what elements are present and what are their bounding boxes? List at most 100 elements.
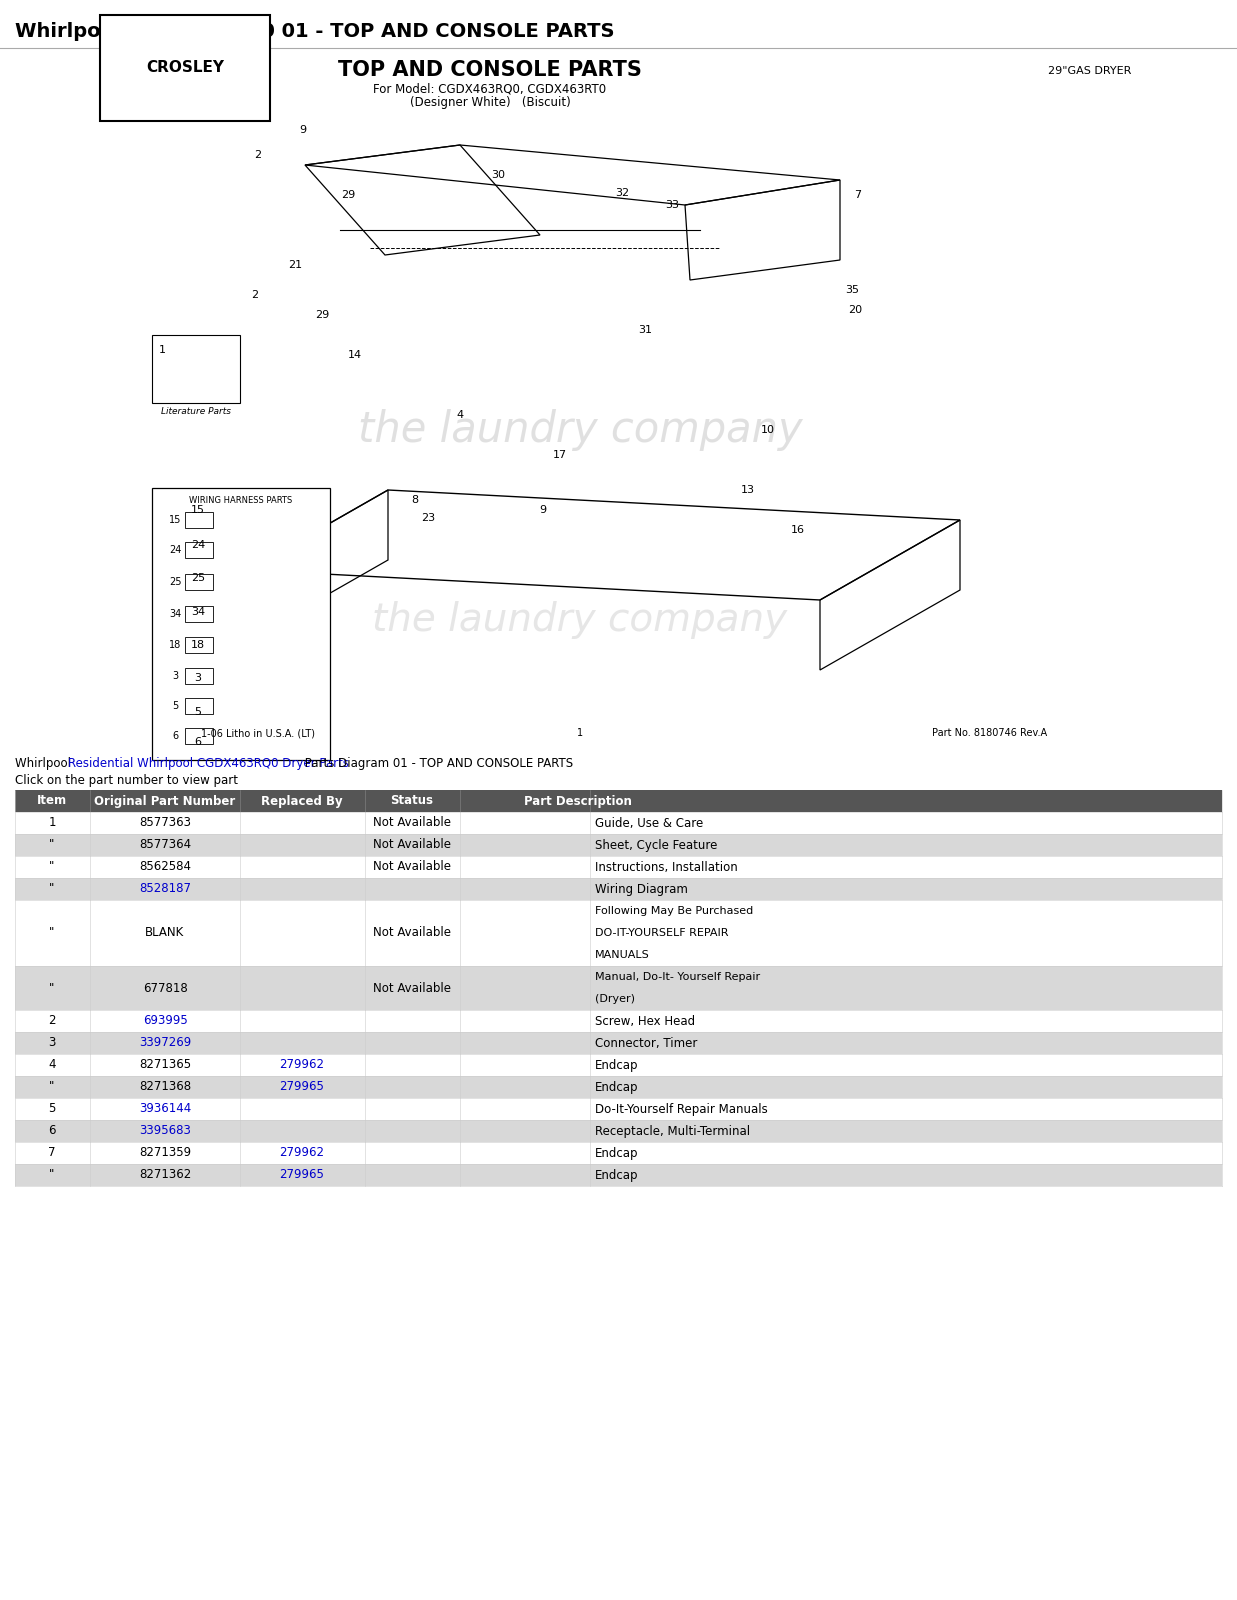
Text: 8528187: 8528187 <box>139 883 190 896</box>
Text: Residential Whirlpool CGDX463RQ0 Dryer Parts: Residential Whirlpool CGDX463RQ0 Dryer P… <box>68 757 349 770</box>
Bar <box>186 669 213 685</box>
Bar <box>15 813 1222 834</box>
Text: 6: 6 <box>172 731 178 741</box>
Text: 18: 18 <box>190 640 205 650</box>
Text: Whirlpool: Whirlpool <box>15 757 74 770</box>
Text: ": " <box>49 838 54 851</box>
Bar <box>152 334 240 403</box>
Text: 25: 25 <box>190 573 205 582</box>
Text: 32: 32 <box>615 187 630 198</box>
Text: For Model: CGDX463RQ0, CGDX463RT0: For Model: CGDX463RQ0, CGDX463RT0 <box>374 83 606 96</box>
Text: 9: 9 <box>539 506 547 515</box>
Text: ": " <box>49 861 54 874</box>
Text: 279962: 279962 <box>280 1059 324 1072</box>
Text: 279965: 279965 <box>280 1080 324 1093</box>
Bar <box>15 1032 1222 1054</box>
Text: 3397269: 3397269 <box>139 1037 192 1050</box>
Text: 2: 2 <box>251 290 259 301</box>
Text: Sheet, Cycle Feature: Sheet, Cycle Feature <box>595 838 717 851</box>
Bar <box>15 1098 1222 1120</box>
Text: 9: 9 <box>299 125 307 134</box>
Text: 8271365: 8271365 <box>139 1059 190 1072</box>
Text: Manual, Do-It- Yourself Repair: Manual, Do-It- Yourself Repair <box>595 971 760 982</box>
Text: 29: 29 <box>315 310 329 320</box>
Text: ": " <box>49 1080 54 1093</box>
Text: 1: 1 <box>48 816 56 829</box>
Text: Part No. 8180746 Rev.A: Part No. 8180746 Rev.A <box>933 728 1048 738</box>
Text: 3395683: 3395683 <box>139 1125 190 1138</box>
Text: Status: Status <box>391 795 433 808</box>
Text: Original Part Number: Original Part Number <box>94 795 235 808</box>
Text: 279962: 279962 <box>280 1147 324 1160</box>
Text: Not Available: Not Available <box>374 838 452 851</box>
Bar <box>15 834 1222 856</box>
Text: 1: 1 <box>576 728 583 738</box>
Text: 3: 3 <box>172 670 178 682</box>
Text: Screw, Hex Head: Screw, Hex Head <box>595 1014 695 1027</box>
Bar <box>15 1120 1222 1142</box>
Text: (Designer White)   (Biscuit): (Designer White) (Biscuit) <box>409 96 570 109</box>
Text: Replaced By: Replaced By <box>261 795 343 808</box>
Text: 6: 6 <box>194 738 202 747</box>
Text: Whirlpool CGDX463RQ0 01 - TOP AND CONSOLE PARTS: Whirlpool CGDX463RQ0 01 - TOP AND CONSOL… <box>15 22 615 42</box>
Text: 34: 34 <box>169 610 181 619</box>
Text: WIRING HARNESS PARTS: WIRING HARNESS PARTS <box>189 496 293 506</box>
Bar <box>15 1010 1222 1032</box>
Text: 4: 4 <box>48 1059 56 1072</box>
Text: 34: 34 <box>190 606 205 618</box>
Text: 279965: 279965 <box>280 1168 324 1181</box>
Bar <box>15 1165 1222 1186</box>
Text: Endcap: Endcap <box>595 1168 638 1181</box>
Text: 5: 5 <box>48 1102 56 1115</box>
Text: 8577364: 8577364 <box>139 838 190 851</box>
Text: 24: 24 <box>168 546 181 555</box>
Text: the laundry company: the laundry company <box>357 410 803 451</box>
Text: 3936144: 3936144 <box>139 1102 192 1115</box>
Text: Endcap: Endcap <box>595 1080 638 1093</box>
Text: DO-IT-YOURSELF REPAIR: DO-IT-YOURSELF REPAIR <box>595 928 729 938</box>
Bar <box>15 1075 1222 1098</box>
Text: TOP AND CONSOLE PARTS: TOP AND CONSOLE PARTS <box>338 59 642 80</box>
Text: Part Description: Part Description <box>524 795 632 808</box>
Text: 21: 21 <box>288 259 302 270</box>
Text: 16: 16 <box>790 525 805 534</box>
Text: (Dryer): (Dryer) <box>595 994 635 1005</box>
Text: 31: 31 <box>638 325 652 334</box>
Text: 8271368: 8271368 <box>139 1080 190 1093</box>
Text: 8: 8 <box>412 494 418 506</box>
Text: Connector, Timer: Connector, Timer <box>595 1037 698 1050</box>
Bar <box>186 698 213 714</box>
Bar <box>15 1142 1222 1165</box>
Text: 24: 24 <box>190 541 205 550</box>
Text: 10: 10 <box>761 426 776 435</box>
Text: Not Available: Not Available <box>374 981 452 995</box>
Text: Instructions, Installation: Instructions, Installation <box>595 861 737 874</box>
Text: 18: 18 <box>169 640 181 650</box>
Text: Do-It-Yourself Repair Manuals: Do-It-Yourself Repair Manuals <box>595 1102 768 1115</box>
Text: 30: 30 <box>491 170 505 179</box>
Text: Click on the part number to view part: Click on the part number to view part <box>15 774 238 787</box>
Text: 3: 3 <box>194 674 202 683</box>
Text: Not Available: Not Available <box>374 816 452 829</box>
Text: 8271359: 8271359 <box>139 1147 190 1160</box>
Bar <box>15 878 1222 899</box>
Text: Wiring Diagram: Wiring Diagram <box>595 883 688 896</box>
Bar <box>186 512 213 528</box>
Text: 20: 20 <box>847 306 862 315</box>
Text: 33: 33 <box>666 200 679 210</box>
Text: Endcap: Endcap <box>595 1147 638 1160</box>
Text: 17: 17 <box>553 450 567 461</box>
Text: ": " <box>49 926 54 939</box>
Text: 2: 2 <box>255 150 261 160</box>
Text: 15: 15 <box>190 506 205 515</box>
Bar <box>15 966 1222 1010</box>
Text: 8577363: 8577363 <box>139 816 190 829</box>
Text: Parts Diagram 01 - TOP AND CONSOLE PARTS: Parts Diagram 01 - TOP AND CONSOLE PARTS <box>301 757 573 770</box>
Text: the laundry company: the laundry company <box>372 602 788 638</box>
Bar <box>186 637 213 653</box>
Text: 35: 35 <box>845 285 858 294</box>
Text: 23: 23 <box>421 514 435 523</box>
Text: 693995: 693995 <box>142 1014 187 1027</box>
Text: Following May Be Purchased: Following May Be Purchased <box>595 906 753 915</box>
Text: 14: 14 <box>348 350 362 360</box>
